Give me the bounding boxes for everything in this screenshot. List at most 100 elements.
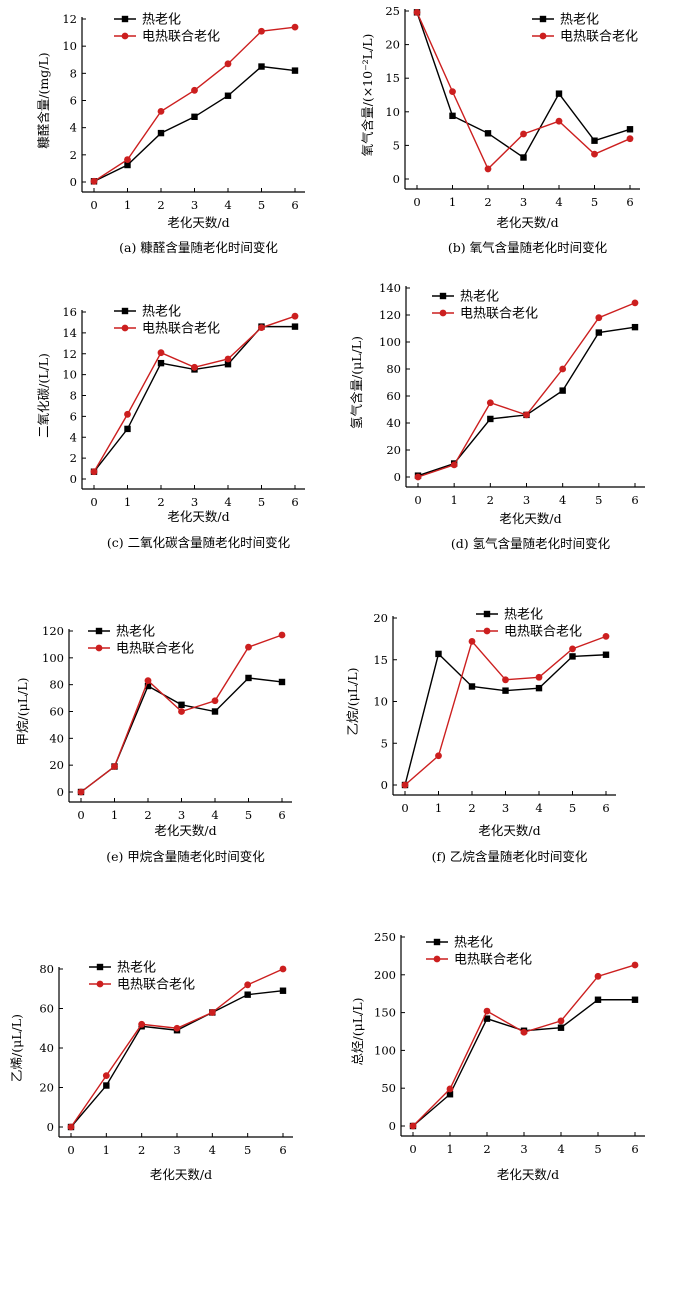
series-line-1 xyxy=(404,652,607,786)
y-tick-label: 20 xyxy=(386,443,401,457)
chart-caption: (b) 氧气含量随老化时间变化 xyxy=(448,240,608,255)
y-axis-title: 氧气含量/(×10⁻²L/L) xyxy=(360,34,375,157)
y-axis-title: 甲烷/(μL/L) xyxy=(15,678,30,746)
data-point xyxy=(291,23,299,31)
x-tick-label: 1 xyxy=(111,808,118,822)
x-tick-label: 2 xyxy=(484,195,491,209)
data-point xyxy=(102,1072,110,1080)
x-tick-label: 0 xyxy=(67,1143,74,1157)
y-tick-label: 120 xyxy=(42,624,64,638)
data-point xyxy=(559,387,566,394)
legend-label: 电热联合老化 xyxy=(142,30,220,45)
data-point xyxy=(157,349,165,357)
legend-marker xyxy=(483,610,491,618)
y-axis-title: 氢气含量/(μL/L) xyxy=(349,336,364,429)
y-tick-label: 20 xyxy=(49,758,64,772)
x-tick-label: 2 xyxy=(144,808,151,822)
data-point xyxy=(595,314,603,322)
data-point xyxy=(138,1020,146,1028)
y-axis-title: 二氧化碳/(L/L) xyxy=(36,353,51,438)
data-point xyxy=(124,410,131,418)
data-point xyxy=(520,1028,528,1036)
legend-marker xyxy=(433,955,441,963)
y-tick-label: 5 xyxy=(381,736,388,750)
data-point xyxy=(555,90,563,97)
legend-marker xyxy=(96,980,104,988)
y-tick-label: 4 xyxy=(70,121,77,135)
x-tick-label: 3 xyxy=(520,1142,527,1156)
x-tick-label: 4 xyxy=(535,801,542,815)
y-tick-label: 60 xyxy=(386,389,401,403)
data-point xyxy=(279,965,287,973)
x-tick-label: 3 xyxy=(191,198,198,212)
data-point xyxy=(291,312,299,320)
legend-marker xyxy=(121,307,129,315)
y-tick-label: 80 xyxy=(386,362,401,376)
x-tick-label: 6 xyxy=(291,198,298,212)
series-line-1 xyxy=(80,677,283,793)
data-point xyxy=(77,788,85,796)
x-tick-label: 2 xyxy=(483,1142,490,1156)
data-point xyxy=(535,673,543,681)
legend-marker xyxy=(483,627,491,635)
legend-label: 热老化 xyxy=(142,13,181,28)
data-point xyxy=(450,461,458,469)
y-tick-label: 140 xyxy=(379,281,401,295)
y-tick-label: 100 xyxy=(42,651,64,665)
legend-marker xyxy=(121,15,129,23)
chart-caption: (a) 糠醛含量随老化时间变化 xyxy=(119,240,278,255)
data-point xyxy=(224,355,232,363)
x-tick-label: 1 xyxy=(451,493,458,507)
legend-label: 电热联合老化 xyxy=(460,307,538,322)
data-point xyxy=(414,473,422,481)
data-point xyxy=(626,126,634,133)
y-axis-title: 乙烷/(μL/L) xyxy=(345,668,360,736)
x-tick-label: 4 xyxy=(211,808,218,822)
data-point xyxy=(594,972,602,980)
legend-label: 电热联合老化 xyxy=(454,953,532,968)
y-tick-label: 0 xyxy=(394,470,401,484)
x-tick-label: 3 xyxy=(502,801,509,815)
x-tick-label: 0 xyxy=(401,801,408,815)
y-axis-title: 总烃/(μL/L) xyxy=(350,998,365,1066)
legend-marker xyxy=(539,15,547,23)
x-tick-label: 6 xyxy=(279,1143,286,1157)
data-point xyxy=(90,177,98,185)
data-point xyxy=(468,683,476,690)
y-tick-label: 16 xyxy=(62,305,77,319)
data-point xyxy=(631,996,639,1003)
data-point xyxy=(244,991,251,998)
x-tick-label: 1 xyxy=(435,801,442,815)
y-tick-label: 0 xyxy=(393,172,400,186)
data-point xyxy=(631,323,639,331)
data-point xyxy=(483,1015,491,1022)
y-tick-label: 15 xyxy=(373,653,388,667)
y-tick-label: 15 xyxy=(385,71,400,85)
x-axis-title: 老化天数/d xyxy=(167,215,229,230)
data-point xyxy=(245,643,252,651)
data-point xyxy=(90,468,98,476)
y-tick-label: 5 xyxy=(393,138,400,152)
y-tick-label: 6 xyxy=(70,94,77,108)
y-tick-label: 40 xyxy=(386,416,401,430)
data-point xyxy=(401,781,409,789)
y-tick-label: 8 xyxy=(70,389,77,403)
data-point xyxy=(486,399,494,407)
data-point xyxy=(631,961,639,969)
data-point xyxy=(191,113,198,120)
data-point xyxy=(191,86,198,94)
legend-label: 电热联合老化 xyxy=(142,322,220,337)
data-point xyxy=(468,637,476,645)
legend-marker xyxy=(121,324,129,332)
y-tick-label: 0 xyxy=(47,1120,54,1134)
legend-label: 热老化 xyxy=(454,936,493,951)
chart-caption: (f) 乙烷含量随老化时间变化 xyxy=(432,849,588,864)
y-tick-label: 100 xyxy=(374,1043,396,1057)
y-tick-label: 0 xyxy=(381,778,388,792)
data-point xyxy=(211,697,219,705)
data-point xyxy=(555,117,563,125)
y-tick-label: 80 xyxy=(39,962,54,976)
chart-caption: (d) 氢气含量随老化时间变化 xyxy=(451,536,611,551)
y-tick-label: 14 xyxy=(62,326,77,340)
